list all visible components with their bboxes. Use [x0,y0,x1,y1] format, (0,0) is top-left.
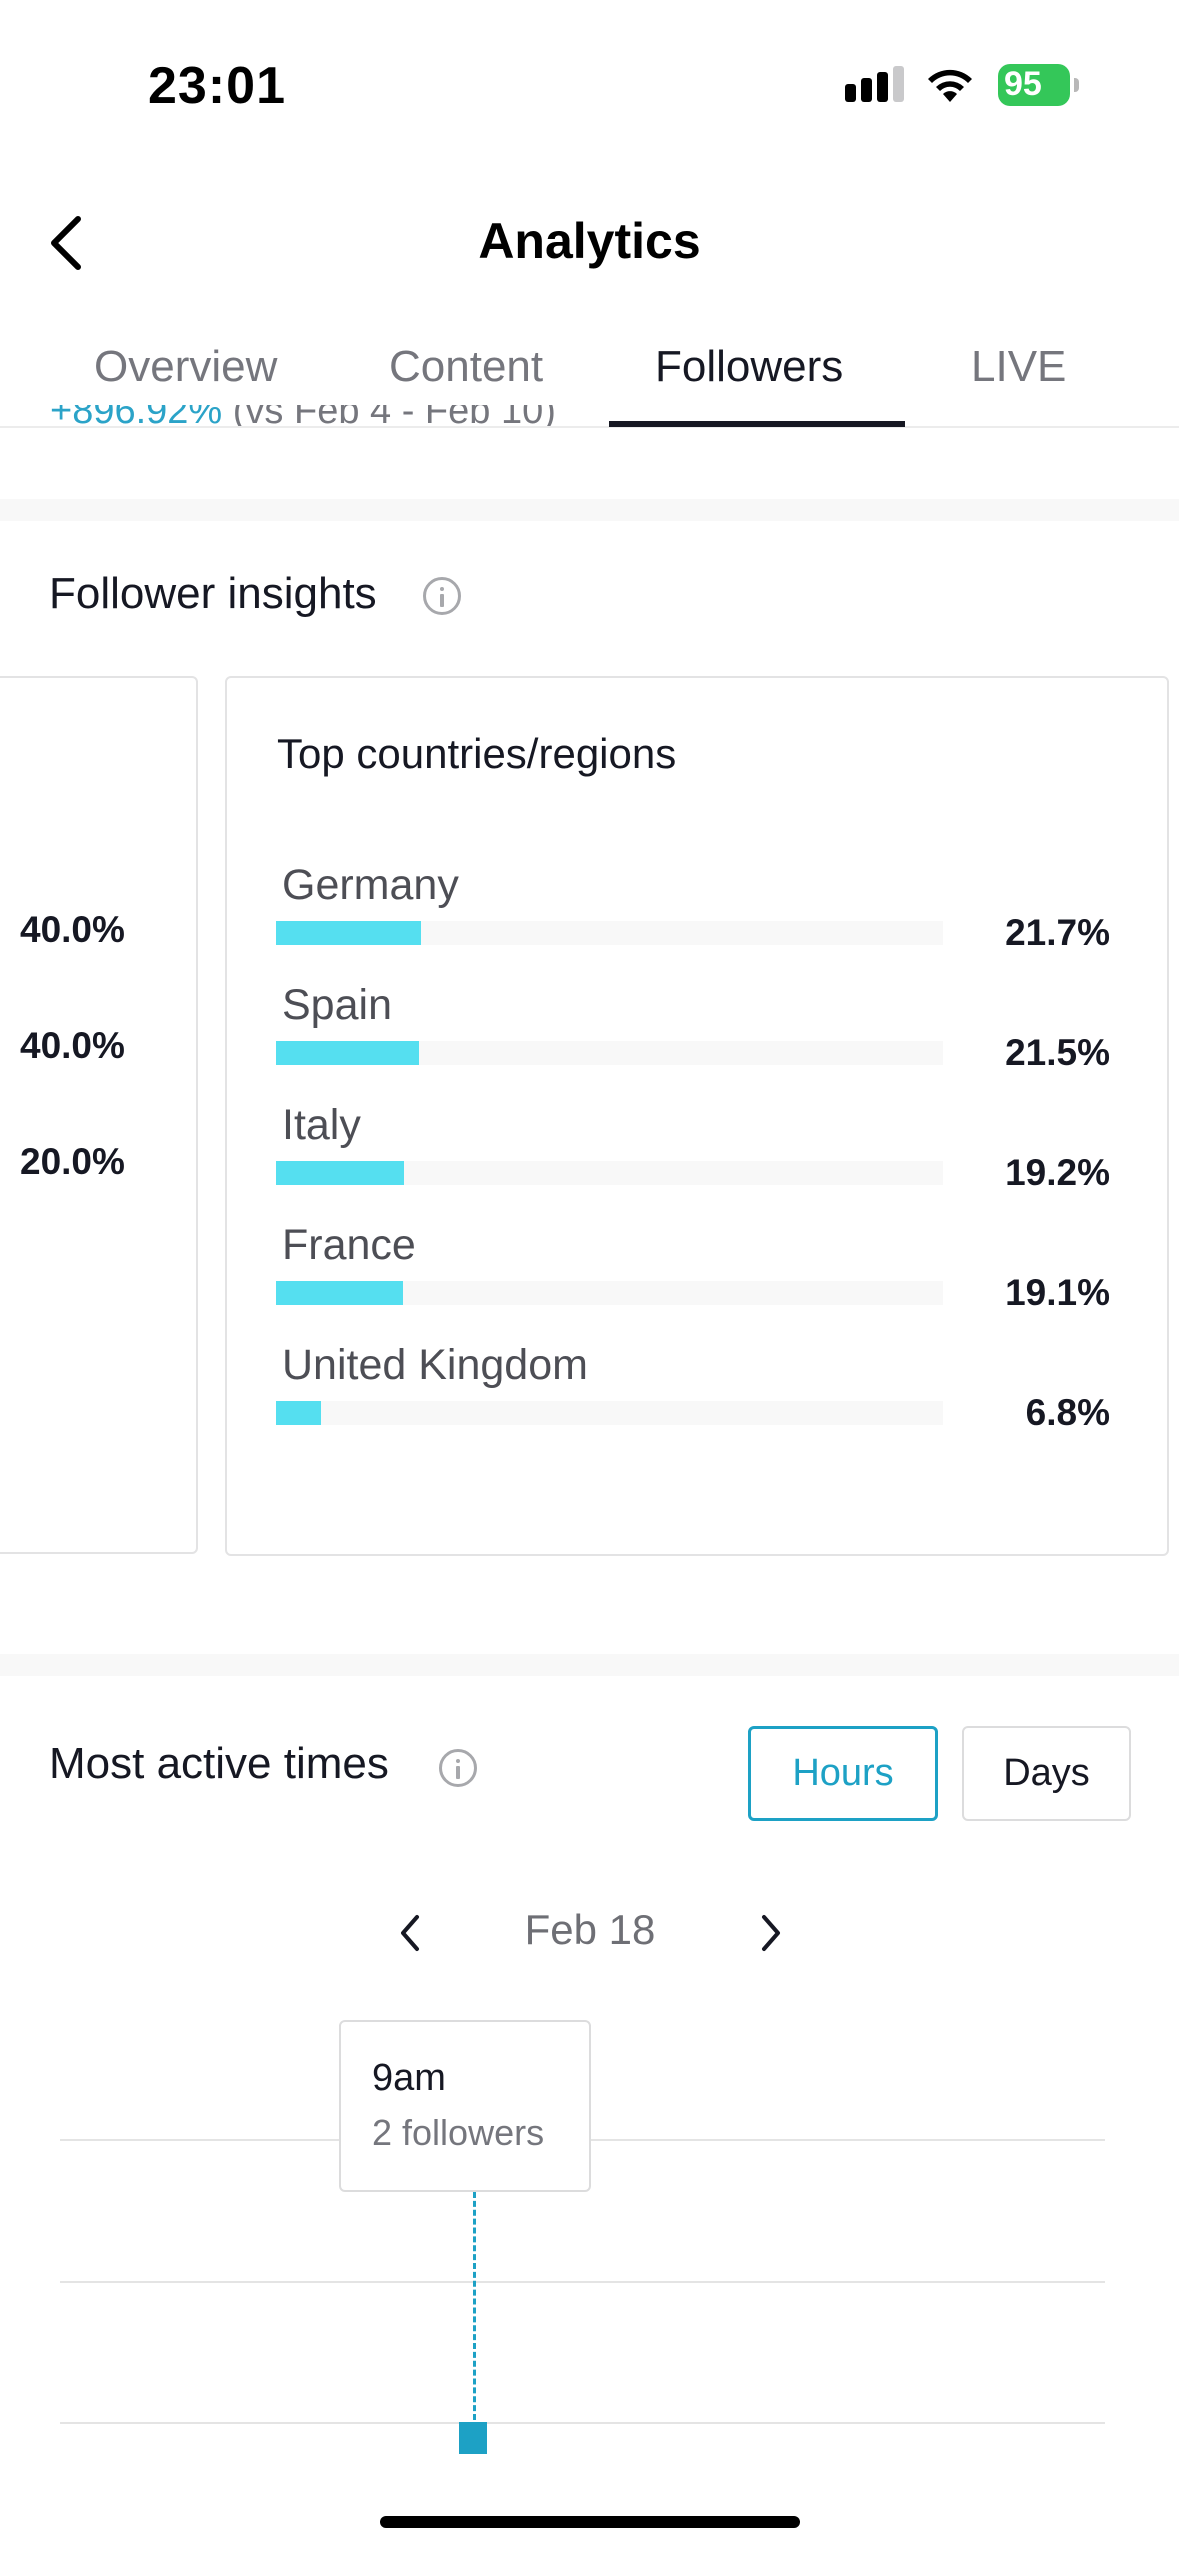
country-name: Spain [282,981,392,1029]
section-divider [0,499,1179,521]
country-bar-track [276,1041,943,1065]
country-percent: 6.8% [1025,1392,1110,1433]
section-divider [0,1654,1179,1676]
top-countries-card[interactable] [225,676,1169,1556]
tabs-divider [0,426,1179,428]
left-card-value: 40.0% [20,909,125,950]
chart-gridline [60,2281,1105,2283]
country-bar-fill [276,1041,420,1065]
back-button[interactable] [36,208,96,278]
country-bar-fill [276,1401,322,1425]
country-percent: 19.1% [1005,1272,1110,1313]
country-bar-track [276,921,943,945]
chart-hover-guide [473,2192,476,2420]
country-bar-fill [276,1281,404,1305]
chart-gridline [60,2422,1105,2424]
section-title-follower-insights: Follower insights [49,569,377,618]
tab-followers[interactable]: Followers [655,342,844,391]
country-name: Italy [282,1101,361,1149]
country-bar-fill [276,921,421,945]
country-bar-track [276,1281,943,1305]
tab-overview[interactable]: Overview [94,342,278,391]
growth-comparison: (vs Feb 4 - Feb 10) [232,405,556,427]
info-icon[interactable] [439,1749,477,1787]
hours-toggle-button[interactable]: Hours [748,1726,938,1821]
status-time: 23:01 [148,57,286,115]
page-title: Analytics [478,213,701,269]
left-card-value: 40.0% [20,1025,125,1066]
chart-tooltip [339,2020,591,2192]
follower-growth-summary: +896.92% (vs Feb 4 - Feb 10) [50,405,556,427]
next-date-button[interactable] [753,1908,789,1958]
country-bar-track [276,1161,943,1185]
tab-live[interactable]: LIVE [971,342,1067,391]
tooltip-follower-count: 2 followers [372,2112,545,2153]
country-name: Germany [282,861,459,909]
growth-percent: +896.92% [50,405,223,427]
country-percent: 21.7% [1005,912,1110,953]
country-percent: 21.5% [1005,1032,1110,1073]
battery-level: 95 [1004,65,1042,103]
country-name: France [282,1221,416,1269]
country-name: United Kingdom [282,1341,588,1389]
cellular-signal-icon [845,66,907,107]
days-toggle-button[interactable]: Days [962,1726,1131,1821]
section-title-most-active-times: Most active times [49,1739,389,1788]
country-bar-fill [276,1161,405,1185]
tooltip-time: 9am [372,2057,446,2099]
country-percent: 19.2% [1005,1152,1110,1193]
chevron-right-icon [762,1915,780,1951]
active-tab-indicator [609,421,905,427]
wifi-icon [925,66,975,109]
country-bar-track [276,1401,943,1425]
insights-card-previous[interactable] [0,676,198,1554]
selected-date: Feb 18 [524,1906,656,1953]
chart-bar-9am[interactable] [459,2422,487,2454]
previous-date-button[interactable] [392,1908,428,1958]
info-icon[interactable] [423,577,461,615]
home-indicator [380,2516,800,2528]
countries-card-title: Top countries/regions [277,730,677,777]
chevron-left-icon [51,216,81,270]
tab-content[interactable]: Content [389,342,544,391]
left-card-value: 20.0% [20,1141,125,1182]
chevron-left-icon [401,1915,419,1951]
